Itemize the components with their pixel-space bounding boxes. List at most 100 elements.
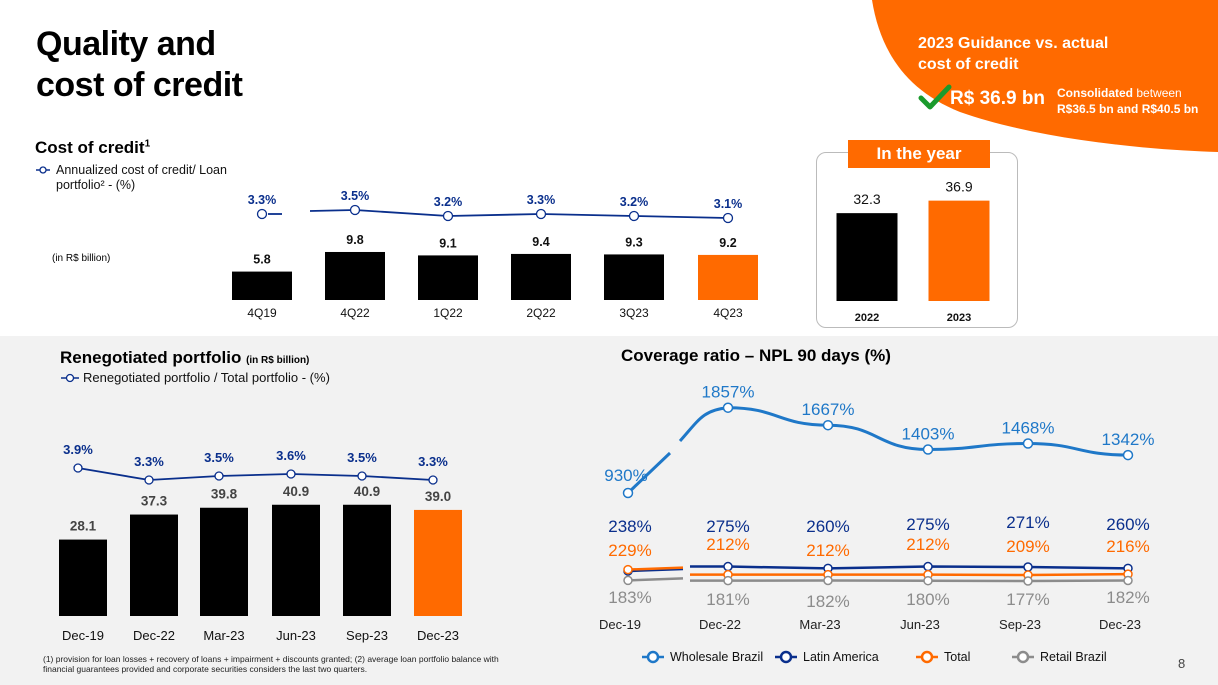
legend-total: Total	[916, 650, 970, 664]
line-value-label: 3.5%	[204, 450, 234, 465]
legend-label: Retail Brazil	[1040, 650, 1107, 664]
line-value-label: 271%	[1006, 513, 1049, 532]
line-value-label: 177%	[1006, 590, 1049, 609]
series-line-wholesale-brazil	[626, 451, 672, 495]
line-value-label: 3.5%	[341, 189, 370, 203]
line-value-label: 212%	[906, 535, 949, 554]
bar	[836, 213, 898, 301]
category-label: Sep-23	[346, 628, 388, 643]
renegotiated-title: Renegotiated portfolio (in R$ billion)	[60, 348, 309, 368]
legend-retail-brazil: Retail Brazil	[1012, 650, 1107, 664]
bar-value-label: 36.9	[945, 179, 972, 195]
line-value-label: 275%	[906, 515, 949, 534]
series-line	[77, 467, 434, 481]
category-label: Dec-22	[699, 617, 741, 632]
line-point	[722, 402, 734, 413]
category-label: Dec-23	[1099, 617, 1141, 632]
in-the-year-header: In the year	[848, 140, 990, 168]
bar-value-label: 9.3	[625, 235, 642, 249]
line-value-label: 180%	[906, 590, 949, 609]
line-point	[357, 471, 367, 481]
category-label: Dec-23	[417, 628, 459, 643]
line-value-label: 212%	[806, 541, 849, 560]
bar	[343, 504, 391, 616]
page-number: 8	[1178, 656, 1186, 671]
renegotiated-legend: Renegotiated portfolio / Total portfolio…	[83, 370, 330, 385]
series-line-segment	[309, 209, 356, 212]
cost-of-credit-title-sup: 1	[144, 138, 151, 150]
line-marker-icon	[36, 166, 50, 174]
category-label: Dec-19	[599, 617, 641, 632]
category-label: 2022	[855, 312, 879, 324]
bar-value-label: 40.9	[354, 484, 380, 499]
bar	[604, 254, 664, 300]
coverage-chart: 930% 1857% 1667% 1403% 1468% 1342% 238% 275% 260…	[599, 383, 1154, 632]
category-label: 2023	[947, 312, 971, 324]
bar	[59, 539, 107, 616]
bar	[928, 200, 990, 301]
bar	[232, 271, 292, 300]
legend-marker-icon	[916, 650, 938, 664]
bar	[418, 255, 478, 300]
check-icon	[918, 84, 952, 110]
cost-of-credit-title: Cost of credit1	[35, 138, 150, 158]
cost-of-credit-title-text: Cost of credit	[35, 138, 145, 157]
line-value-label: 260%	[806, 517, 849, 536]
renegotiated-chart: 28.1 Dec-19 37.3 Dec-22 39.8 Mar-23 40.9 Jun-23…	[59, 442, 462, 643]
bar	[511, 253, 571, 300]
line-value-label: 1667%	[802, 400, 855, 419]
legend-marker-icon	[775, 650, 797, 664]
bar-value-label: 9.1	[439, 236, 456, 250]
line-point	[723, 575, 733, 586]
category-label: 3Q23	[619, 306, 649, 320]
bar	[272, 504, 320, 616]
legend-label: Total	[944, 650, 971, 664]
line-point	[623, 564, 633, 575]
category-label: 4Q19	[247, 306, 277, 320]
guidance-note-bold: Consolidated	[1057, 86, 1134, 100]
line-value-label: 216%	[1106, 537, 1149, 556]
bar-value-label: 40.9	[283, 484, 309, 499]
unit-note: (in R$ billion)	[52, 253, 111, 264]
bar-value-label: 9.4	[532, 235, 549, 249]
line-value-label: 181%	[706, 590, 749, 609]
series-line	[690, 572, 1129, 577]
series-line-segment	[627, 577, 684, 582]
line-value-label: 1468%	[1002, 419, 1055, 438]
bar	[325, 251, 385, 300]
line-point	[923, 561, 933, 572]
category-label: 1Q22	[433, 306, 463, 320]
guidance-title-line1: 2023 Guidance vs. actual	[918, 35, 1109, 52]
coverage-title: Coverage ratio – NPL 90 days (%)	[621, 346, 891, 365]
line-value-label: 3.3%	[248, 193, 277, 207]
guidance-title: 2023 Guidance vs. actual cost of credit	[918, 33, 1108, 75]
line-point	[349, 204, 361, 216]
line-value-label: 3.3%	[134, 454, 164, 469]
line-value-label: 209%	[1006, 537, 1049, 556]
line-value-label: 275%	[706, 517, 749, 536]
line-value-label: 229%	[608, 541, 651, 560]
category-label: 4Q22	[340, 306, 370, 320]
line-value-label: 3.5%	[347, 450, 377, 465]
legend-marker-icon	[642, 650, 664, 664]
bar-value-label: 39.8	[211, 487, 238, 502]
cost-of-credit-legend: Annualized cost of credit/ Loan portfoli…	[56, 163, 227, 193]
line-point	[535, 208, 547, 220]
page-title-line1: Quality and	[36, 25, 216, 63]
bar	[200, 507, 248, 616]
line-value-label: 3.3%	[527, 193, 556, 207]
line-value-label: 182%	[1106, 588, 1149, 607]
series-line	[690, 579, 1129, 583]
series-line-segment	[627, 567, 684, 573]
line-marker-icon	[61, 373, 79, 383]
line-point	[822, 419, 834, 431]
bar	[698, 254, 758, 300]
bar-value-label: 9.2	[719, 236, 736, 250]
line-value-label: 212%	[706, 535, 749, 554]
legend-label: Latin America	[803, 650, 879, 664]
guidance-note-rest: between	[1133, 86, 1182, 100]
bar-value-label: 39.0	[425, 489, 451, 504]
line-point	[1023, 576, 1033, 586]
page-title-line2: cost of credit	[36, 66, 243, 104]
line-value-label: 3.1%	[714, 197, 743, 211]
